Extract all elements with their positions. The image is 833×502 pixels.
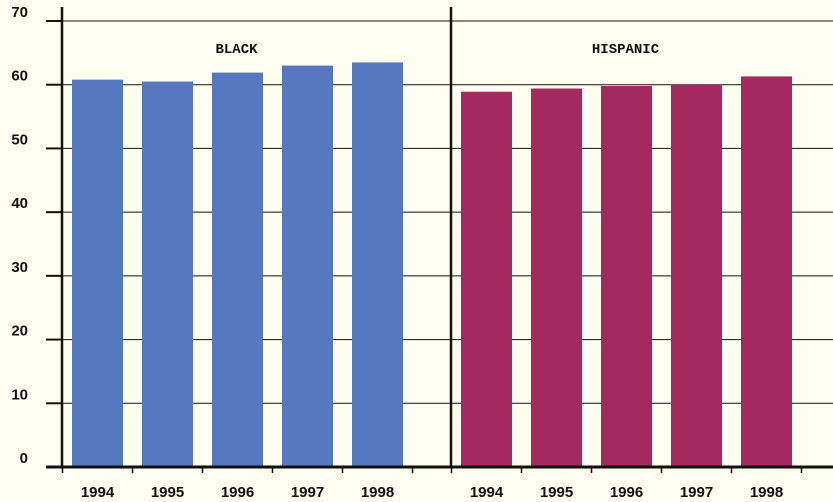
x-tick-label: 1994 [470, 484, 504, 501]
y-tick-label: 10 [11, 386, 28, 403]
x-tick-label: 1996 [610, 484, 643, 501]
panel-title: BLACK [215, 42, 258, 58]
x-tick-label: 1997 [291, 484, 324, 501]
bar-black-1998 [352, 62, 403, 468]
bar-black-1996 [212, 72, 263, 467]
x-tick-label: 1996 [221, 484, 254, 501]
bar-hispanic-1997 [671, 84, 722, 467]
bar-black-1995 [142, 81, 193, 468]
y-tick-label: 30 [11, 259, 28, 276]
bar-hispanic-1994 [461, 91, 512, 468]
y-tick-label: 20 [11, 323, 28, 340]
bar-black-1994 [72, 79, 123, 468]
axes [46, 7, 833, 473]
x-tick-label: 1998 [750, 484, 783, 501]
bar-hispanic-1996 [601, 85, 652, 467]
y-tick-label: 50 [11, 131, 28, 148]
bars [72, 62, 792, 468]
x-tick-label: 1998 [361, 484, 394, 501]
y-tick-label: 60 [11, 68, 28, 85]
bar-hispanic-1998 [741, 76, 792, 467]
labels: 0 10 20 30 40 50 60 70 BLACK 1994 1995 1996 1997 1998… [11, 4, 783, 501]
bar-hispanic-1995 [531, 88, 582, 467]
x-tick-label: 1995 [151, 484, 184, 501]
x-tick-label: 1995 [540, 484, 573, 501]
panel-title: HISPANIC [592, 42, 660, 58]
x-tick-label: 1997 [680, 484, 713, 501]
y-tick-label: 70 [11, 4, 28, 21]
bar-black-1997 [282, 65, 333, 467]
y-tick-label: 40 [11, 195, 28, 212]
x-tick-label: 1994 [81, 484, 115, 501]
y-tick-label: 0 [20, 450, 28, 467]
